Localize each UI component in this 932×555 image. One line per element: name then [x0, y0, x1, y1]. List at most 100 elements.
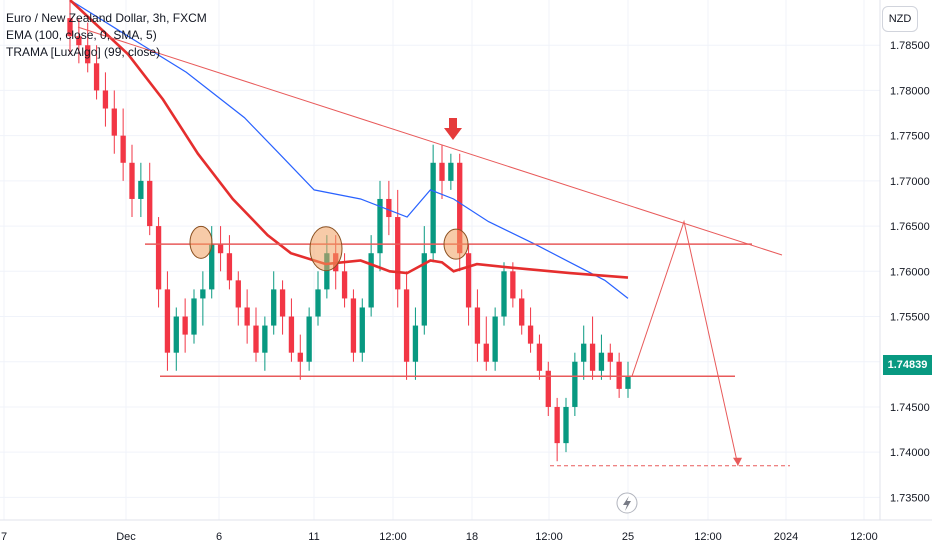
candle-body [492, 316, 498, 362]
grid [0, 0, 880, 520]
candle-body [85, 45, 91, 64]
candle-body [421, 253, 427, 326]
candle-body [377, 198, 383, 254]
chart-legend: Euro / New Zealand Dollar, 3h, FXCM EMA … [6, 10, 207, 61]
candle-body [76, 36, 82, 46]
y-tick-label: 1.73500 [890, 492, 930, 504]
candle-body [395, 217, 401, 290]
candle-body [297, 352, 303, 362]
candle-body [173, 316, 179, 353]
candle-body [474, 307, 481, 344]
down-arrow-icon [444, 118, 462, 140]
highlight-circle [309, 226, 343, 272]
indicator-lines [69, 0, 629, 299]
candle-body [465, 253, 472, 308]
y-tick-label: 1.77500 [890, 131, 930, 143]
lightning-icon [616, 492, 638, 514]
candle-body [581, 343, 587, 362]
highlight-circle [443, 228, 469, 260]
candle-body [111, 108, 117, 136]
candle-body [217, 244, 224, 254]
candle-body [368, 253, 374, 308]
candle-body [138, 180, 144, 199]
candle-body [386, 198, 392, 218]
candle-body [403, 289, 410, 362]
candle-body [536, 343, 543, 371]
candle-body [607, 352, 613, 362]
candle-body [625, 376, 631, 389]
annotations [77, 26, 790, 467]
candle-body [589, 343, 596, 371]
candle-body [67, 18, 73, 37]
candle-body [155, 226, 162, 290]
x-tick-label: 6 [216, 531, 222, 543]
candles [67, 0, 631, 462]
x-tick-label: 12:00 [850, 531, 878, 543]
candle-body [501, 271, 507, 317]
candle-body [545, 370, 551, 407]
x-tick-label: 12:00 [379, 531, 407, 543]
candle-body [182, 316, 188, 335]
candle-body [412, 325, 419, 362]
y-tick-label: 1.74000 [890, 447, 930, 459]
candle-body [448, 162, 454, 181]
x-tick-label: 12:00 [535, 531, 563, 543]
projection-path [631, 219, 739, 466]
candle-body [483, 343, 489, 362]
candle-body [253, 325, 259, 353]
projection-arrowhead [733, 457, 742, 466]
candle-body [209, 244, 215, 290]
last-price-label: 1.74839 [883, 355, 932, 375]
x-tick-label: 18 [466, 531, 478, 543]
trama-legend: TRAMA [LuxAlgo] (99, close) [6, 45, 161, 59]
ema-legend: EMA (100, close, 0, SMA, 5) [6, 28, 157, 42]
y-tick-label: 1.78000 [890, 85, 930, 97]
candle-body [262, 325, 268, 353]
currency-button[interactable]: NZD [882, 6, 918, 32]
candle-body [359, 307, 365, 353]
candle-body [554, 406, 560, 444]
y-tick-label: 1.74500 [890, 402, 930, 414]
candle-body [324, 253, 330, 290]
lightning-icon-bolt [623, 496, 631, 511]
candle-body [616, 361, 622, 389]
symbol-title: Euro / New Zealand Dollar, 3h, FXCM [6, 11, 207, 25]
highlight-circle [189, 225, 213, 259]
candle-body [279, 289, 286, 317]
y-tick-label: 1.78500 [890, 40, 930, 52]
candle-body [510, 271, 516, 299]
candle-body [200, 289, 206, 299]
candle-body [519, 298, 525, 326]
candle-body [430, 162, 436, 254]
trama-line [69, 0, 629, 279]
downtrend-line [77, 26, 783, 256]
candle-body [244, 307, 250, 326]
y-tick-label: 1.77000 [890, 176, 930, 188]
candle-body [120, 135, 126, 163]
candle-body [439, 162, 445, 181]
candle-body [306, 316, 312, 362]
candle-body [235, 280, 241, 308]
candle-body [527, 325, 534, 344]
candle-body [93, 63, 100, 91]
candle-body [147, 180, 153, 227]
y-tick-label: 1.76000 [890, 266, 930, 278]
y-tick-label: 1.76500 [890, 221, 930, 233]
candle-body [129, 162, 135, 199]
candle-body [572, 361, 578, 407]
candle-body [457, 162, 463, 254]
x-tick-label: 25 [622, 531, 634, 543]
candle-body [315, 289, 321, 317]
x-tick-label: 12:00 [694, 531, 722, 543]
candle-body [226, 253, 233, 281]
candle-body [191, 298, 197, 335]
x-tick-label: 7 [1, 531, 7, 543]
candle-body [271, 289, 277, 326]
candle-body [341, 271, 348, 299]
candle-body [350, 298, 357, 353]
candle-body [288, 316, 295, 353]
y-tick-label: 1.75500 [890, 312, 930, 324]
ema-line [69, 0, 629, 299]
